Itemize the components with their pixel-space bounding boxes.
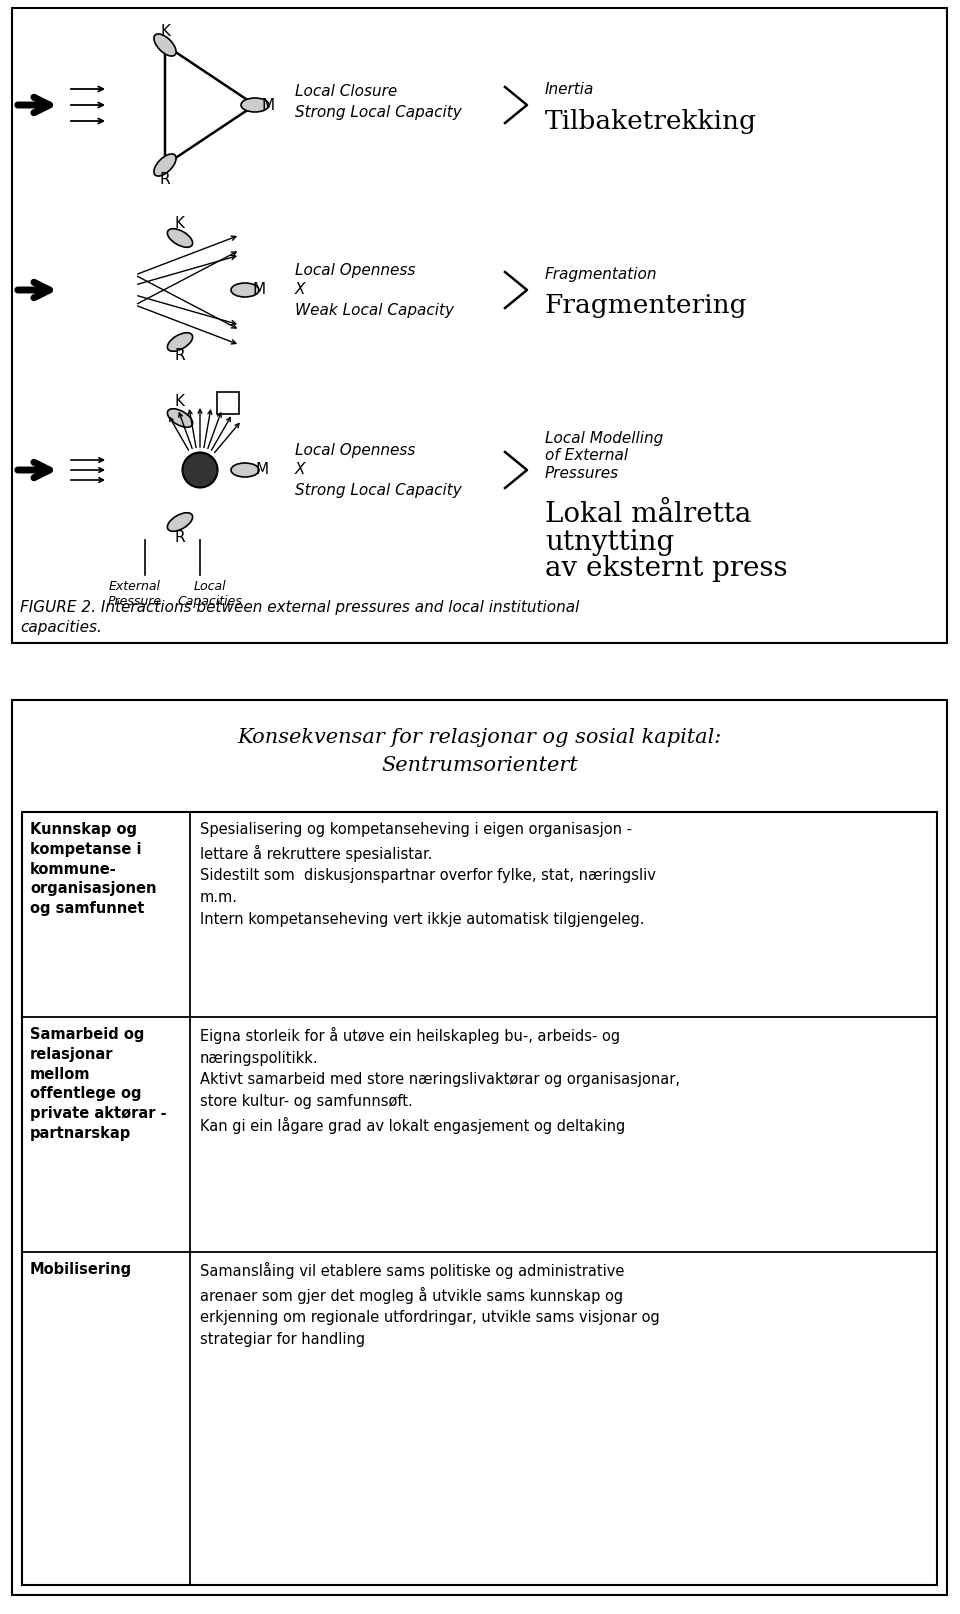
Text: Kunnskap og
kompetanse i
kommune-
organisasjonen
og samfunnet: Kunnskap og kompetanse i kommune- organi…: [30, 822, 156, 917]
Text: Local Openness: Local Openness: [295, 263, 416, 278]
Text: Samarbeid og
relasjonar
mellom
offentlege og
private aktørar -
partnarskap: Samarbeid og relasjonar mellom offentleg…: [30, 1027, 167, 1141]
Ellipse shape: [167, 408, 193, 428]
Ellipse shape: [231, 463, 259, 478]
Text: Spesialisering og kompetanseheving i eigen organisasjon -
lettare å rekruttere s: Spesialisering og kompetanseheving i eig…: [200, 822, 656, 926]
Text: Local Closure: Local Closure: [295, 84, 397, 98]
Text: Weak Local Capacity: Weak Local Capacity: [295, 302, 454, 318]
Text: M: M: [252, 282, 266, 297]
Text: utnytting: utnytting: [545, 528, 674, 555]
Ellipse shape: [167, 332, 193, 352]
Text: R: R: [175, 349, 185, 363]
Text: K: K: [160, 24, 170, 39]
Text: Local
Capacities: Local Capacities: [178, 579, 243, 608]
Text: R: R: [175, 531, 185, 546]
Text: Inertia: Inertia: [545, 81, 594, 97]
Text: Strong Local Capacity: Strong Local Capacity: [295, 105, 462, 121]
Text: M: M: [255, 463, 269, 478]
Text: R: R: [159, 171, 170, 187]
Ellipse shape: [154, 34, 176, 56]
Text: Eigna storleik for å utøve ein heilskapleg bu-, arbeids- og
næringspolitikk.
Akt: Eigna storleik for å utøve ein heilskapl…: [200, 1027, 680, 1133]
Text: X: X: [295, 463, 305, 478]
Text: K: K: [175, 394, 185, 410]
Bar: [22, 812, 937, 1585]
Text: FIGURE 2. Interactions between external pressures and local institutional
capaci: FIGURE 2. Interactions between external …: [20, 600, 580, 634]
Text: av eksternt press: av eksternt press: [545, 555, 787, 583]
Text: Konsekvensar for relasjonar og sosial kapital:
Sentrumsorientert: Konsekvensar for relasjonar og sosial ka…: [237, 728, 722, 775]
Ellipse shape: [154, 153, 176, 176]
Bar: [12, 700, 947, 1595]
Text: of External: of External: [545, 449, 628, 463]
Ellipse shape: [241, 98, 269, 111]
Text: Samanslåing vil etablere sams politiske og administrative
arenaer som gjer det m: Samanslåing vil etablere sams politiske …: [200, 1262, 660, 1348]
Text: Tilbaketrekking: Tilbaketrekking: [545, 108, 757, 134]
Text: Local Openness: Local Openness: [295, 442, 416, 457]
Bar: [217, 392, 239, 415]
Text: Mobilisering: Mobilisering: [30, 1262, 132, 1277]
Text: External
Pressure: External Pressure: [108, 579, 162, 608]
Text: Lokal målretta: Lokal målretta: [545, 502, 752, 528]
Ellipse shape: [167, 513, 193, 531]
Text: Fragmentation: Fragmentation: [545, 266, 658, 281]
Text: X: X: [295, 282, 305, 297]
Text: Pressures: Pressures: [545, 466, 619, 481]
Text: Fragmentering: Fragmentering: [545, 294, 748, 318]
Ellipse shape: [182, 452, 218, 487]
Text: M: M: [261, 97, 275, 113]
Text: Strong Local Capacity: Strong Local Capacity: [295, 483, 462, 497]
Text: Local Modelling: Local Modelling: [545, 431, 663, 445]
Ellipse shape: [231, 282, 259, 297]
Bar: [12, 8, 947, 642]
Ellipse shape: [167, 229, 193, 247]
Text: K: K: [175, 216, 185, 231]
